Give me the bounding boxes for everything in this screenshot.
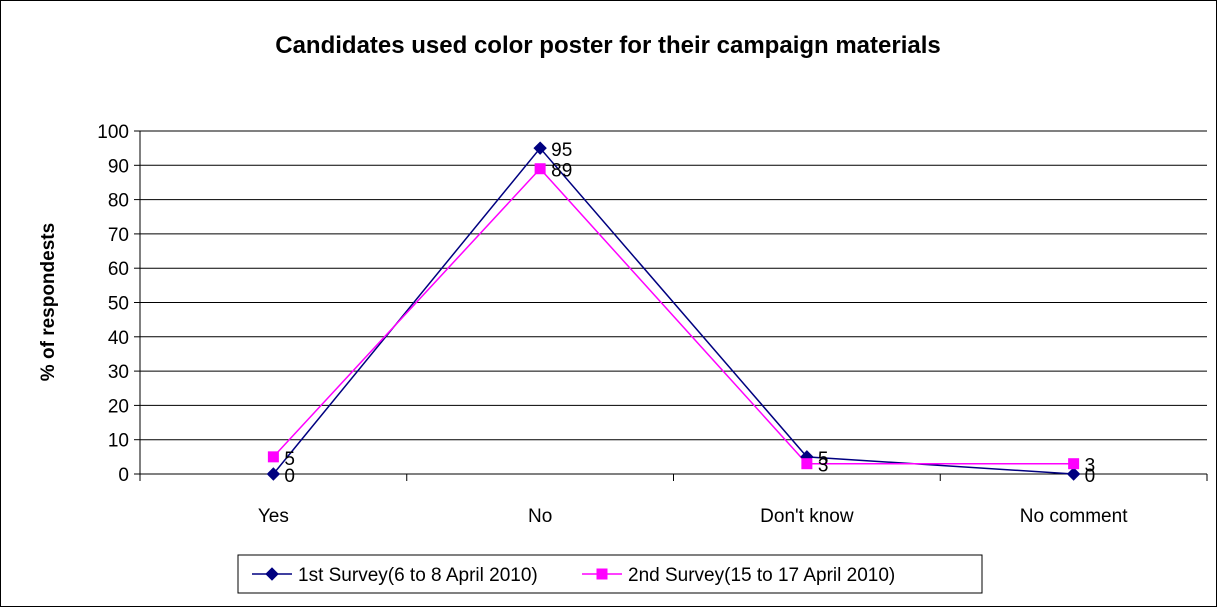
legend-label: 2nd Survey(15 to 17 April 2010) [628, 565, 895, 586]
data-label: 5 [818, 449, 829, 470]
series-line-1 [272, 146, 1074, 475]
series-lines [272, 146, 1074, 475]
legend-marker [596, 568, 608, 580]
y-tick-label: 0 [118, 465, 129, 486]
y-tick-label: 100 [97, 122, 129, 143]
y-tick-label: 60 [108, 259, 129, 280]
data-point-marker [1068, 458, 1080, 470]
data-label: 5 [284, 449, 295, 470]
x-tick-label: Yes [258, 506, 289, 527]
axes [134, 130, 1208, 481]
x-tick-label: No comment [1020, 506, 1128, 527]
y-tick-label: 50 [108, 294, 129, 315]
legend-item: 1st Survey(6 to 8 April 2010) [252, 565, 538, 586]
x-tick-labels: Yes No Don't know No comment [258, 506, 1128, 527]
y-tick-label: 80 [108, 191, 129, 212]
y-tick-label: 30 [108, 362, 129, 383]
data-label: 95 [551, 140, 572, 161]
y-tick-labels: 0 10 20 30 40 50 60 70 80 90 100 [97, 122, 129, 486]
y-tick-label: 40 [108, 328, 129, 349]
data-point-marker [267, 451, 279, 463]
data-label: 0 [1085, 466, 1096, 487]
y-tick-label: 10 [108, 431, 129, 452]
x-tick-label: Don't know [760, 506, 854, 527]
legend-item: 2nd Survey(15 to 17 April 2010) [582, 565, 895, 586]
data-label: 3 [1085, 456, 1096, 477]
data-label: 0 [284, 466, 295, 487]
y-tick-label: 70 [108, 225, 129, 246]
series-line-2 [272, 167, 1074, 465]
data-point-marker [266, 467, 281, 481]
data-point-marker [534, 163, 546, 175]
y-tick-label: 20 [108, 396, 129, 417]
data-point-marker [1066, 467, 1081, 481]
legend: 1st Survey(6 to 8 April 2010) 2nd Survey(… [237, 554, 983, 594]
data-label: 89 [551, 161, 572, 182]
y-tick-label: 90 [108, 156, 129, 177]
data-point-marker [801, 458, 813, 470]
legend-label: 1st Survey(6 to 8 April 2010) [298, 565, 538, 586]
legend-marker [265, 567, 279, 581]
chart-title: Candidates used color poster for their c… [275, 32, 941, 59]
gridlines [140, 130, 1207, 441]
data-point-marker [533, 141, 547, 155]
data-label: 3 [818, 456, 829, 477]
x-tick-label: No [528, 506, 552, 527]
y-axis-label: % of respondests [38, 223, 59, 381]
series-markers [266, 141, 1081, 481]
